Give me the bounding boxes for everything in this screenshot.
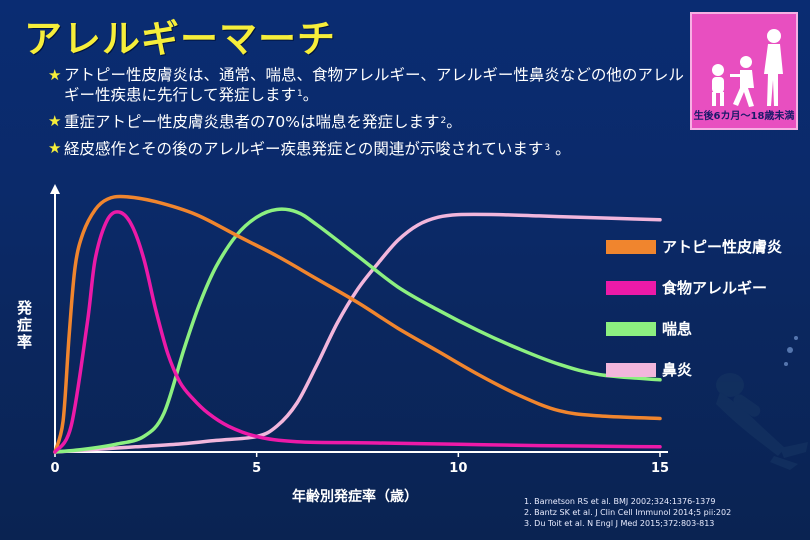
- x-tick-label: 5: [252, 461, 261, 476]
- series-line-food-allergy: [53, 210, 662, 454]
- chart-series-lines: [53, 194, 662, 454]
- legend-swatch: [606, 322, 656, 336]
- scuba-diver-image: [716, 336, 808, 470]
- star-icon: ★: [48, 66, 62, 84]
- age-range-caption: 生後6カ月〜18歳未満: [693, 111, 795, 122]
- bullet-text: 経皮感作とその後のアレルギー疾患発症との関連が示唆されています: [64, 140, 544, 158]
- legend-swatch: [606, 240, 656, 254]
- children-silhouette-icon: [712, 29, 783, 107]
- y-axis-label: 発症率: [17, 299, 33, 351]
- reference-item: 2. Bantz SK et al. J Clin Cell Immunol 2…: [524, 508, 732, 517]
- bullet-tail: 。: [550, 140, 571, 158]
- bullet-tail: 。: [302, 86, 319, 104]
- reference-item: 3. Du Toit et al. N Engl J Med 2015;372:…: [524, 519, 715, 528]
- slide-title: アレルギーマーチ: [24, 17, 337, 61]
- star-icon: ★: [48, 112, 62, 130]
- legend-swatch: [606, 363, 656, 377]
- legend-label: 鼻炎: [662, 361, 693, 379]
- series-line-asthma: [53, 207, 662, 454]
- bullet-list: ★ アトピー性皮膚炎は、通常、喘息、食物アレルギー、アレルギー性鼻炎などの他のアレ…: [48, 66, 688, 166]
- x-tick-label: 0: [50, 461, 59, 476]
- series-line-rhinitis: [53, 212, 662, 454]
- x-tick-label: 10: [449, 461, 467, 476]
- bullet-text: 重症アトピー性皮膚炎患者の70%は喘息を発症します: [64, 113, 440, 131]
- age-range-badge: 生後6カ月〜18歳未満: [690, 12, 798, 130]
- legend-label: アトピー性皮膚炎: [662, 238, 783, 256]
- star-icon: ★: [48, 139, 62, 157]
- x-axis-label: 年齢別発症率（歳）: [292, 488, 418, 505]
- y-axis-arrow: [50, 184, 60, 194]
- chart-tick-labels: 0 5 10 15: [50, 461, 669, 476]
- legend-label: 喘息: [662, 320, 693, 338]
- citation-ref: 2: [440, 116, 447, 126]
- bullet-text: アトピー性皮膚炎は、通常、喘息、食物アレルギー、アレルギー性鼻炎などの他のアレル…: [64, 66, 684, 104]
- reference-item: 1. Barnetson RS et al. BMJ 2002;324:1376…: [524, 497, 716, 506]
- chart-axes: [50, 184, 668, 457]
- citation-ref: 3: [544, 143, 551, 153]
- allergy-march-chart: 0 5 10 15 年齢別発症率（歳）: [50, 184, 669, 505]
- legend-swatch: [606, 281, 656, 295]
- bullet-tail: 。: [446, 113, 462, 131]
- references: 1. Barnetson RS et al. BMJ 2002;324:1376…: [524, 496, 731, 529]
- bullet-item: ★ 重症アトピー性皮膚炎患者の70%は喘息を発症します2。: [48, 112, 688, 132]
- legend-label: 食物アレルギー: [662, 279, 768, 297]
- bullet-item: ★ 経皮感作とその後のアレルギー疾患発症との関連が示唆されています3 。: [48, 139, 688, 159]
- x-tick-label: 15: [651, 461, 669, 476]
- series-line-atopic-dermatitis: [53, 194, 662, 454]
- bullet-item: ★ アトピー性皮膚炎は、通常、喘息、食物アレルギー、アレルギー性鼻炎などの他のアレ…: [48, 66, 688, 105]
- citation-ref: 1: [297, 89, 303, 99]
